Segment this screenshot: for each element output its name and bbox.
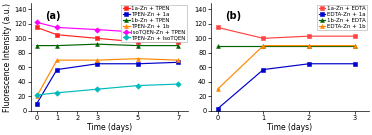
IsoTQEN-Zn + TPEN xyxy=(176,34,180,36)
TPEN-Zn + IsoTQEN xyxy=(35,94,39,96)
TPEN-Zn + 1a xyxy=(176,62,180,63)
TPEN-Zn + 1a xyxy=(136,63,140,65)
Line: 1b-Zn + TPEN: 1b-Zn + TPEN xyxy=(35,42,180,48)
IsoTQEN-Zn + TPEN xyxy=(55,27,59,28)
Y-axis label: Fluorescence Intensity (a.u.): Fluorescence Intensity (a.u.) xyxy=(3,3,13,112)
TPEN-Zn + IsoTQEN xyxy=(176,83,180,85)
1a-Zn + TPEN xyxy=(55,34,59,36)
1b-Zn + TPEN xyxy=(55,45,59,46)
1b-Zn + EDTA xyxy=(215,45,220,46)
Line: EDTA-Zn + 1b: EDTA-Zn + 1b xyxy=(216,44,357,91)
TPEN-Zn + 1b xyxy=(35,96,39,97)
EDTA-Zn + 1a xyxy=(261,69,266,70)
Line: TPEN-Zn + 1b: TPEN-Zn + 1b xyxy=(35,57,180,98)
TPEN-Zn + 1b xyxy=(136,58,140,60)
1b-Zn + TPEN xyxy=(35,45,39,46)
TPEN-Zn + IsoTQEN xyxy=(95,88,100,90)
TPEN-Zn + IsoTQEN xyxy=(55,92,59,94)
TPEN-Zn + 1b xyxy=(176,59,180,61)
Line: 1a-Zn + EDTA: 1a-Zn + EDTA xyxy=(216,26,357,40)
EDTA-Zn + 1b xyxy=(215,88,220,90)
EDTA-Zn + 1b xyxy=(307,45,311,46)
IsoTQEN-Zn + TPEN xyxy=(35,22,39,23)
Text: (b): (b) xyxy=(225,11,241,21)
Line: TPEN-Zn + 1a: TPEN-Zn + 1a xyxy=(35,60,180,106)
TPEN-Zn + IsoTQEN xyxy=(136,85,140,86)
EDTA-Zn + 1a xyxy=(353,63,357,65)
1b-Zn + TPEN xyxy=(176,45,180,46)
TPEN-Zn + 1a xyxy=(95,63,100,65)
1b-Zn + TPEN xyxy=(136,45,140,46)
1b-Zn + EDTA xyxy=(307,45,311,46)
EDTA-Zn + 1b xyxy=(353,45,357,46)
IsoTQEN-Zn + TPEN xyxy=(95,29,100,30)
TPEN-Zn + 1a xyxy=(55,69,59,70)
Line: 1a-Zn + TPEN: 1a-Zn + TPEN xyxy=(35,26,180,44)
Legend: 1a-Zn + TPEN, TPEN-Zn + 1a, 1b-Zn + TPEN, TPEN-Zn + 1b, IsoTQEN-Zn + TPEN, TPEN-: 1a-Zn + TPEN, TPEN-Zn + 1a, 1b-Zn + TPEN… xyxy=(121,5,187,42)
1a-Zn + EDTA xyxy=(353,35,357,37)
EDTA-Zn + 1a xyxy=(307,63,311,65)
Text: (a): (a) xyxy=(45,11,60,21)
Line: TPEN-Zn + IsoTQEN: TPEN-Zn + IsoTQEN xyxy=(35,82,180,97)
Line: EDTA-Zn + 1a: EDTA-Zn + 1a xyxy=(216,62,357,111)
1a-Zn + TPEN xyxy=(35,27,39,28)
X-axis label: Time (days): Time (days) xyxy=(267,123,312,131)
TPEN-Zn + 1b xyxy=(55,59,59,61)
1a-Zn + EDTA xyxy=(215,27,220,28)
1a-Zn + TPEN xyxy=(176,41,180,43)
1a-Zn + TPEN xyxy=(95,38,100,39)
1a-Zn + TPEN xyxy=(136,41,140,43)
1b-Zn + EDTA xyxy=(353,45,357,46)
Legend: 1a-Zn + EDTA, EDTA-Zn + 1a, 1b-Zn + EDTA, EDTA-Zn + 1b: 1a-Zn + EDTA, EDTA-Zn + 1a, 1b-Zn + EDTA… xyxy=(317,5,368,30)
1a-Zn + EDTA xyxy=(307,35,311,37)
TPEN-Zn + 1a xyxy=(35,103,39,104)
Line: IsoTQEN-Zn + TPEN: IsoTQEN-Zn + TPEN xyxy=(35,20,180,37)
EDTA-Zn + 1b xyxy=(261,45,266,46)
X-axis label: Time (days): Time (days) xyxy=(87,123,132,131)
1b-Zn + TPEN xyxy=(95,43,100,45)
TPEN-Zn + 1b xyxy=(95,59,100,61)
1b-Zn + EDTA xyxy=(261,45,266,46)
EDTA-Zn + 1a xyxy=(215,108,220,110)
Line: 1b-Zn + EDTA: 1b-Zn + EDTA xyxy=(216,44,357,48)
1a-Zn + EDTA xyxy=(261,38,266,39)
